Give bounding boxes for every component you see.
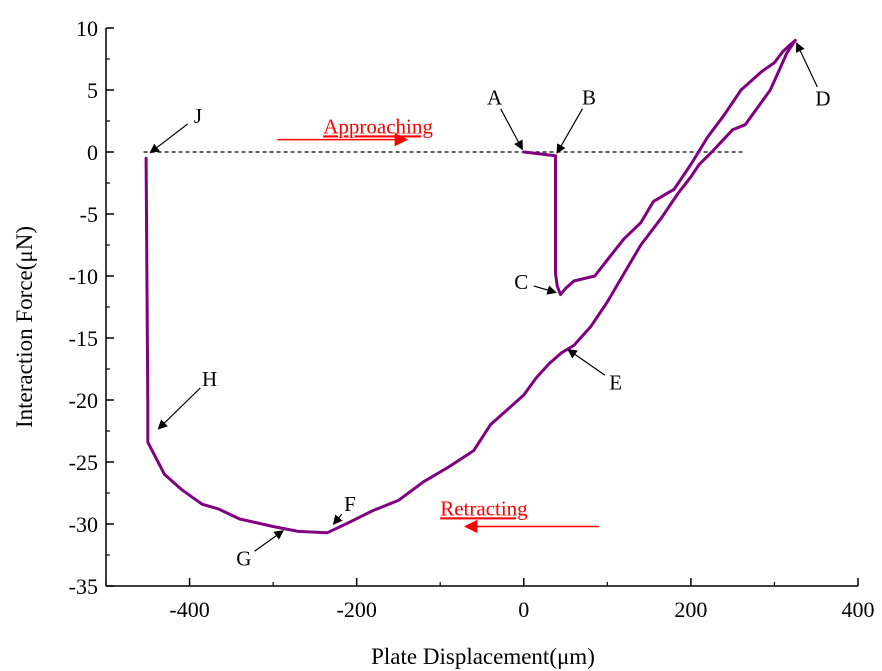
annotation-layer: A B C D E F G H J Approaching Retracting: [149, 42, 830, 571]
annotation-arrow-f: [332, 513, 343, 525]
annotation-arrow-g: [254, 530, 284, 552]
x-tick-label: 0: [518, 597, 529, 622]
annotation-label-a: A: [487, 85, 503, 109]
x-tick-label: 200: [674, 597, 707, 622]
annotation-arrow-c: [533, 285, 557, 295]
annotation-label-f: F: [344, 492, 356, 516]
annotation-label-b: B: [582, 85, 596, 109]
annotation-arrow-d: [795, 42, 818, 88]
annotation-arrow-j: [149, 123, 188, 154]
axes: 10 5 0 -5 -10 -15 -20 -25 -30 -35 -400 -200 0 200 400: [69, 16, 875, 622]
y-tick-label: -30: [69, 512, 98, 537]
annotation-label-g: G: [236, 547, 251, 571]
y-tick-label: -10: [69, 264, 98, 289]
annotation-arrow-a: [500, 108, 523, 151]
y-tick-label: -15: [69, 326, 98, 351]
annotation-arrow-b: [556, 108, 584, 154]
y-axis-title: Interaction Force(μN): [12, 226, 37, 428]
annotation-arrow-h: [157, 387, 201, 430]
annotation-label-j: J: [194, 104, 202, 128]
annotation-label-d: D: [815, 87, 830, 111]
annotation-arrow-e: [567, 349, 606, 376]
y-tick-label: -20: [69, 388, 98, 413]
x-tick-label: 400: [842, 597, 875, 622]
x-tick-label: -400: [169, 597, 209, 622]
phase-label-approaching: Approaching: [323, 114, 433, 138]
y-tick-label: 0: [87, 140, 98, 165]
y-tick-label: 5: [87, 78, 98, 103]
annotation-label-h: H: [202, 367, 217, 391]
y-tick-label: -35: [69, 574, 98, 599]
annotation-label-c: C: [514, 270, 528, 294]
y-tick-label: -5: [80, 202, 98, 227]
force-displacement-curve: [144, 38, 797, 535]
y-tick-label: -25: [69, 450, 98, 475]
y-tick-label: 10: [76, 16, 98, 41]
annotation-label-e: E: [609, 371, 622, 395]
x-axis-title: Plate Displacement(μm): [371, 644, 595, 669]
phase-label-retracting: Retracting: [440, 496, 528, 520]
curve-layer: [144, 38, 797, 535]
x-tick-label: -200: [337, 597, 377, 622]
